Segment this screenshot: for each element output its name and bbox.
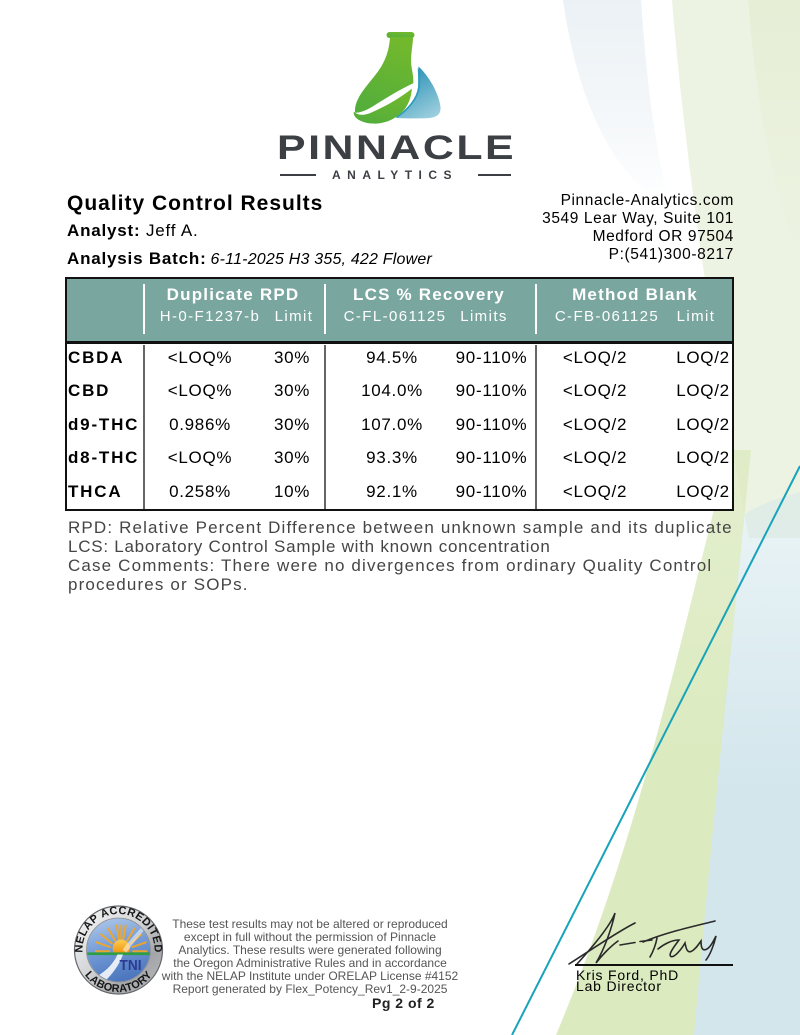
svg-text:TNI: TNI [120, 957, 142, 974]
